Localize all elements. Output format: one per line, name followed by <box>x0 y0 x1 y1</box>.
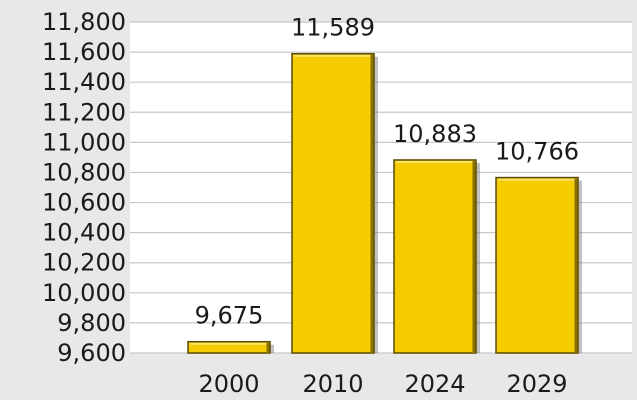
y-tick-label: 10,600 <box>42 189 126 217</box>
y-tick-label: 10,200 <box>42 249 126 277</box>
bar-value-label: 9,675 <box>195 302 264 330</box>
bar <box>393 159 477 354</box>
bar-value-label: 11,589 <box>291 14 375 42</box>
y-tick-label: 11,400 <box>42 68 126 96</box>
bar-value-label: 10,766 <box>495 138 579 166</box>
bar <box>187 340 271 354</box>
bar <box>291 52 375 354</box>
y-tick-label: 9,600 <box>57 339 126 367</box>
y-tick-label: 11,800 <box>42 8 126 36</box>
y-tick-label: 9,800 <box>57 309 126 337</box>
x-tick-label: 2000 <box>198 370 259 398</box>
y-tick-label: 11,000 <box>42 128 126 156</box>
x-tick-label: 2024 <box>404 370 465 398</box>
bars <box>187 52 582 354</box>
y-tick-label: 11,200 <box>42 98 126 126</box>
y-tick-label: 11,600 <box>42 38 126 66</box>
x-axis-ticks: 2000 2010 2024 2029 <box>198 370 567 398</box>
x-tick-label: 2029 <box>506 370 567 398</box>
y-tick-label: 10,400 <box>42 219 126 247</box>
y-tick-label: 10,000 <box>42 279 126 307</box>
x-tick-label: 2010 <box>302 370 363 398</box>
gridlines <box>130 21 632 354</box>
data-labels: 9,675 11,589 10,883 10,766 <box>195 14 579 330</box>
y-tick-label: 10,800 <box>42 158 126 186</box>
bar-value-label: 10,883 <box>393 120 477 148</box>
bar <box>495 176 579 354</box>
